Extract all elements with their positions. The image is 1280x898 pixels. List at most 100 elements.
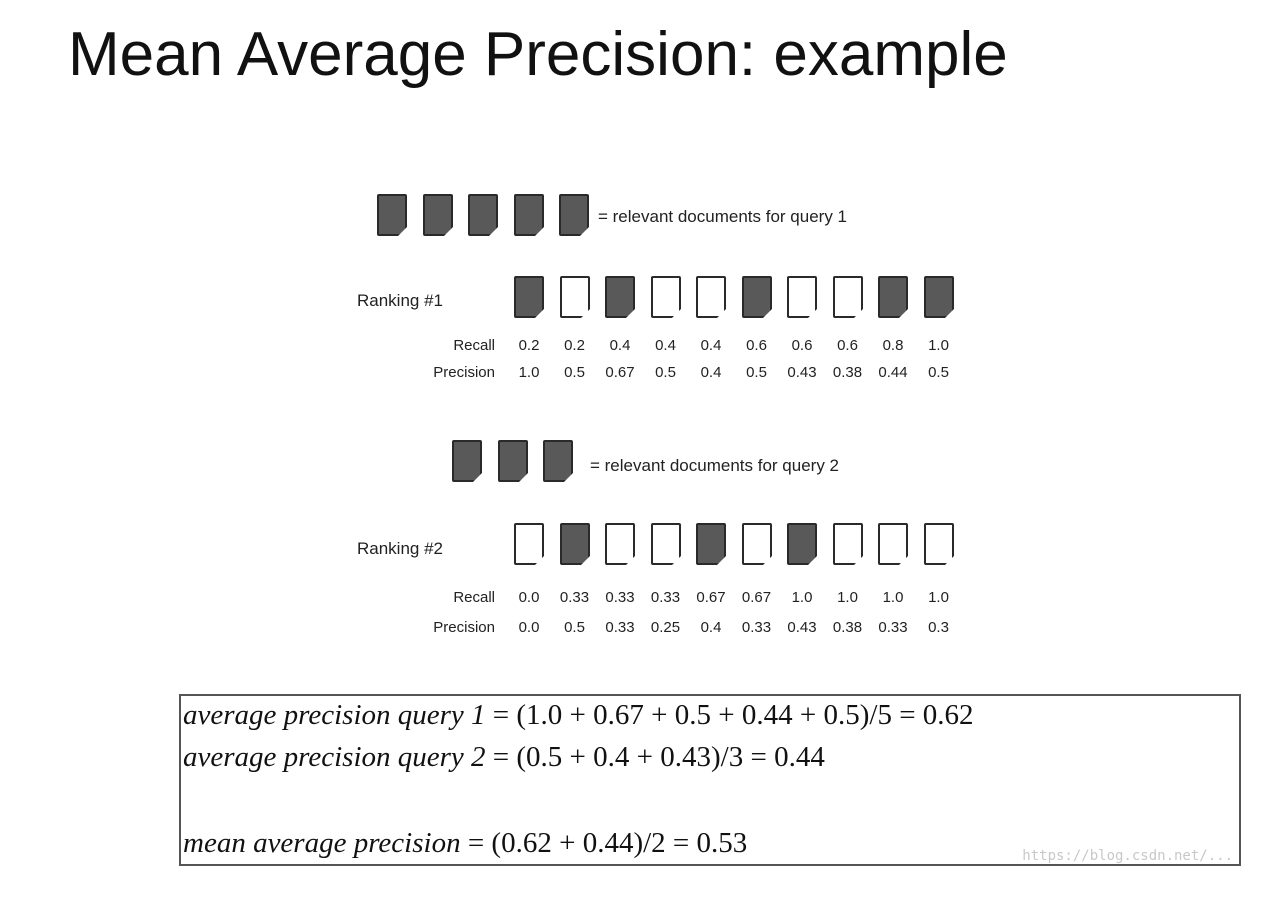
recall-value: 0.0: [518, 589, 540, 606]
precision-value: 0.33: [878, 619, 908, 636]
recall-value: 0.67: [741, 589, 772, 606]
recall-value: 0.67: [696, 589, 726, 606]
precision-value: 0.3: [928, 619, 949, 636]
ranking-label-2: Ranking #2: [357, 539, 444, 558]
page-fold-icon: [944, 309, 954, 318]
page-fold-icon: [535, 309, 544, 318]
map-formula: mean average precision = (0.62 + 0.44)/2…: [183, 826, 747, 860]
page-fold-icon: [762, 309, 772, 318]
ap-query-1-label: average precision query 1: [183, 699, 486, 731]
page-fold-icon: [671, 556, 681, 565]
ap-query-1-formula: average precision query 1 = (1.0 + 0.67 …: [183, 698, 974, 732]
page-fold-icon: [518, 473, 528, 482]
page-fold-icon: [808, 309, 817, 318]
page-fold-icon: [473, 473, 482, 482]
watermark: https://blog.csdn.net/...: [1022, 848, 1233, 864]
page-fold-icon: [489, 227, 498, 236]
recall-value: 0.33: [650, 589, 681, 606]
precision-value: 0.43: [787, 364, 817, 381]
precision-label-1: Precision: [433, 364, 495, 381]
page-fold-icon: [580, 556, 590, 565]
recall-value: 0.8: [882, 337, 904, 354]
nonrelevant-document-icon: [787, 276, 817, 318]
page-fold-icon: [808, 556, 817, 565]
recall-value: 0.2: [518, 337, 540, 354]
precision-value: 0.38: [832, 619, 863, 636]
relevant-docs-legend-query-1: [377, 194, 597, 238]
map-label: mean average precision: [183, 827, 461, 859]
ranking-1-documents: [514, 276, 954, 320]
relevant-document-icon: [878, 276, 908, 318]
precision-value: 0.43: [787, 619, 817, 636]
page-fold-icon: [626, 556, 635, 565]
relevant-document-icon: [514, 276, 544, 318]
page-fold-icon: [853, 556, 863, 565]
page-fold-icon: [762, 556, 772, 565]
page-fold-icon: [899, 556, 908, 565]
ap-query-1-expression: = (1.0 + 0.67 + 0.5 + 0.44 + 0.5)/5 = 0.…: [485, 699, 974, 731]
precision-value: 0.33: [741, 619, 772, 636]
legend-text-query-2: = relevant documents for query 2: [590, 456, 839, 475]
nonrelevant-document-icon: [878, 523, 908, 565]
precision-value: 0.38: [832, 364, 863, 381]
relevant-document-icon: [741, 276, 772, 318]
page-fold-icon: [443, 227, 453, 236]
precision-value: 0.25: [650, 619, 681, 636]
recall-value: 0.33: [559, 589, 590, 606]
page-fold-icon: [717, 309, 726, 318]
relevant-document-icon: [559, 194, 589, 236]
recall-value: 0.4: [700, 337, 722, 354]
precision-value: 0.67: [605, 364, 635, 381]
recall-value: 1.0: [928, 337, 949, 354]
page-title: Mean Average Precision: example: [68, 20, 1008, 89]
ranking-2-documents: [514, 523, 954, 567]
formula-box: average precision query 1 = (1.0 + 0.67 …: [179, 694, 1241, 866]
nonrelevant-document-icon: [514, 523, 544, 565]
nonrelevant-document-icon: [605, 523, 635, 565]
page-fold-icon: [944, 556, 954, 565]
page-fold-icon: [534, 227, 544, 236]
recall-label-1: Recall: [453, 337, 495, 354]
relevant-document-icon: [605, 276, 635, 318]
nonrelevant-document-icon: [650, 523, 681, 565]
precision-value: 0.5: [564, 619, 585, 636]
precision-value: 0.0: [518, 619, 540, 636]
page-fold-icon: [535, 556, 544, 565]
relevant-docs-legend-query-2: [452, 440, 582, 484]
relevant-document-icon: [377, 194, 407, 236]
nonrelevant-document-icon: [832, 276, 863, 318]
recall-value: 1.0: [791, 589, 813, 606]
legend-text-query-1: = relevant documents for query 1: [598, 207, 847, 226]
page-fold-icon: [671, 309, 681, 318]
nonrelevant-document-icon: [559, 276, 590, 318]
precision-value: 0.4: [700, 619, 722, 636]
page-fold-icon: [564, 473, 573, 482]
recall-label-2: Recall: [453, 589, 495, 606]
relevant-document-icon: [787, 523, 817, 565]
precision-value: 0.44: [878, 364, 908, 381]
relevant-document-icon: [513, 194, 544, 236]
precision-value: 0.4: [700, 364, 722, 381]
relevant-document-icon: [452, 440, 482, 482]
relevant-document-icon: [543, 440, 573, 482]
ranking-label-1: Ranking #1: [357, 291, 444, 310]
page-fold-icon: [853, 309, 863, 318]
recall-value: 0.4: [609, 337, 631, 354]
precision-value: 0.33: [605, 619, 635, 636]
ap-query-2-label: average precision query 2: [183, 741, 486, 773]
relevant-document-icon: [923, 276, 954, 318]
page-fold-icon: [398, 227, 407, 236]
recall-value: 0.4: [655, 337, 676, 354]
relevant-document-icon: [468, 194, 498, 236]
ap-query-2-expression: = (0.5 + 0.4 + 0.43)/3 = 0.44: [485, 741, 825, 773]
recall-value: 0.6: [837, 337, 858, 354]
nonrelevant-document-icon: [696, 276, 726, 318]
map-expression: = (0.62 + 0.44)/2 = 0.53: [460, 827, 748, 859]
relevant-document-icon: [559, 523, 590, 565]
ap-query-2-formula: average precision query 2 = (0.5 + 0.4 +…: [183, 740, 825, 774]
precision-value: 0.5: [564, 364, 585, 381]
precision-value: 0.5: [655, 364, 676, 381]
recall-value: 0.6: [746, 337, 767, 354]
recall-value: 1.0: [837, 589, 858, 606]
nonrelevant-document-icon: [923, 523, 954, 565]
